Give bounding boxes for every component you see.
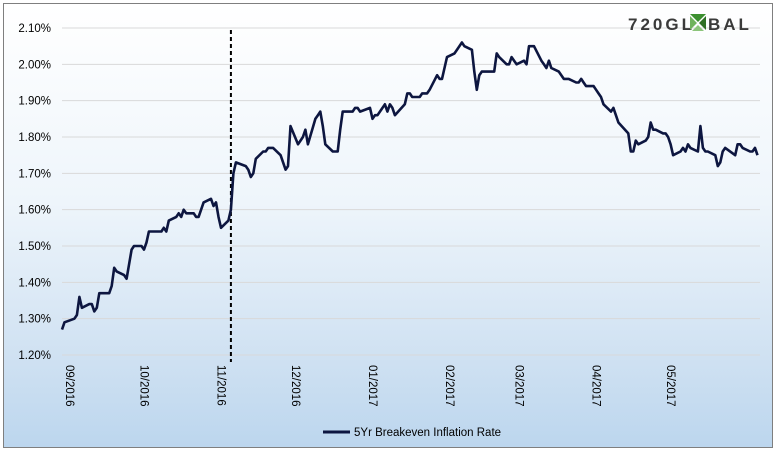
x-tick-label: 02/2017 — [443, 365, 455, 407]
chart-frame — [3, 3, 773, 448]
gridlines — [62, 27, 760, 356]
y-tick-label: 1.40% — [18, 277, 51, 289]
x-tick-label: 05/2017 — [664, 365, 676, 407]
x-tick-label: 04/2017 — [590, 365, 602, 407]
x-tick-label: 11/2016 — [215, 365, 227, 406]
logo-globe-icon — [690, 14, 706, 31]
brand-logo: 720GL BAL — [628, 14, 752, 34]
y-tick-label: 1.60% — [18, 205, 51, 217]
legend: 5Yr Breakeven Inflation Rate — [323, 427, 501, 439]
series-line-5yr-breakeven — [60, 41, 759, 331]
x-axis-tick-labels: 09/2016 10/2016 11/2016 12/2016 01/2017 02/20… — [63, 365, 676, 407]
y-axis-tick-labels: 1.20% 1.30% 1.40% 1.50% 1.60% 1.70% 1.80% 1.90%… — [18, 23, 51, 362]
y-tick-label: 1.30% — [18, 314, 51, 326]
x-tick-label: 10/2016 — [138, 365, 150, 407]
y-tick-label: 2.00% — [18, 59, 51, 71]
x-tick-label: 12/2016 — [289, 365, 301, 407]
x-tick-label: 09/2016 — [63, 365, 75, 407]
y-tick-label: 1.70% — [18, 168, 51, 180]
x-tick-label: 03/2017 — [513, 365, 525, 407]
logo-text-right: BAL — [708, 15, 752, 34]
y-tick-label: 1.20% — [18, 350, 51, 362]
y-tick-label: 2.10% — [18, 23, 51, 35]
legend-label: 5Yr Breakeven Inflation Rate — [354, 427, 501, 439]
y-tick-label: 1.50% — [18, 241, 51, 253]
y-tick-label: 1.80% — [18, 132, 51, 144]
x-tick-label: 01/2017 — [366, 365, 378, 407]
logo-text-left: 720GL — [628, 15, 695, 34]
y-tick-label: 1.90% — [18, 96, 51, 108]
